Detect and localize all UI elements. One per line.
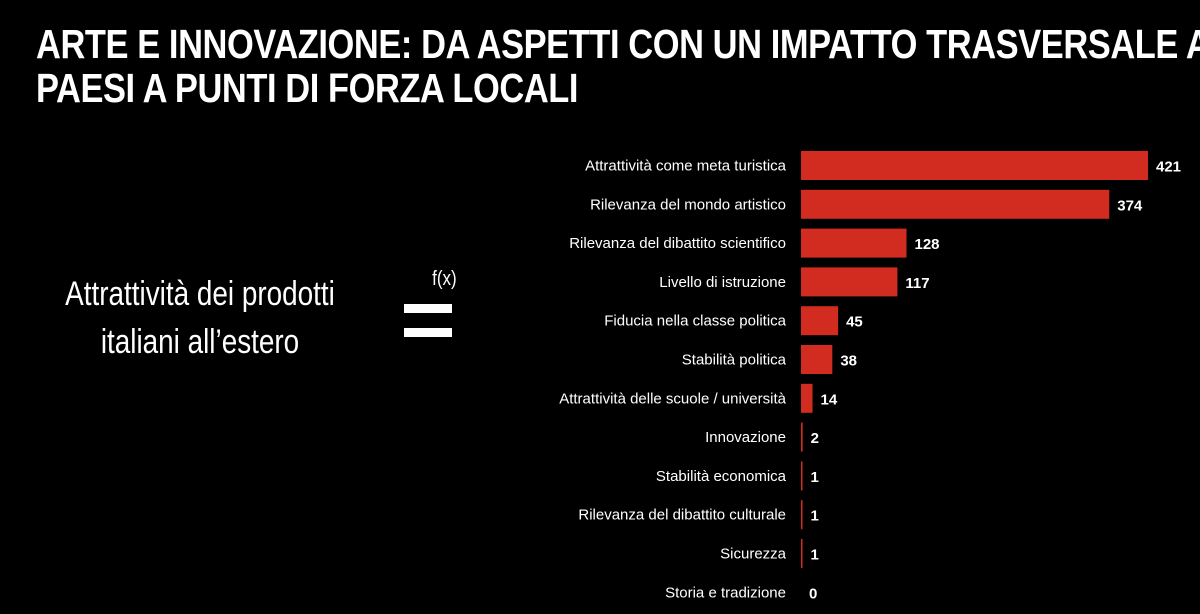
lhs-line-1: Attrattività dei prodotti (65, 275, 335, 313)
bar (801, 500, 803, 530)
category-label: Livello di istruzione (659, 274, 786, 291)
bar (801, 539, 803, 568)
bar (801, 383, 813, 413)
equation-lhs: Attrattività dei prodotti italiani all’e… (61, 270, 340, 366)
bar (801, 151, 1148, 180)
value-label: 128 (915, 236, 940, 253)
value-label: 45 (846, 314, 863, 331)
lhs-line-2: italiani all’estero (100, 323, 300, 361)
bar (801, 228, 907, 258)
equals-sign-icon (404, 304, 452, 340)
bar (801, 461, 803, 491)
category-label: Rilevanza del mondo artistico (590, 196, 786, 213)
category-label: Stabilità politica (682, 352, 787, 369)
title-line-2: PAESI A PUNTI DI FORZA LOCALI (36, 65, 579, 111)
bar (801, 306, 839, 336)
category-label: Fiducia nella classe politica (604, 313, 786, 330)
category-label: Storia e tradizione (665, 584, 786, 601)
category-label: Rilevanza del dibattito culturale (578, 507, 786, 524)
value-label: 1 (811, 547, 819, 564)
value-label: 421 (1156, 159, 1181, 176)
equals-bar-bottom (404, 328, 452, 337)
bar (801, 422, 803, 452)
bar (801, 267, 898, 297)
value-label: 2 (811, 430, 819, 447)
equals-bar-top (404, 304, 452, 313)
fx-label: f(x) (432, 268, 457, 290)
category-label: Attrattività delle scuole / università (559, 390, 786, 407)
value-label: 38 (840, 353, 857, 370)
category-label: Sicurezza (720, 546, 787, 563)
bar (801, 345, 833, 374)
bar (801, 189, 1110, 219)
value-label: 0 (809, 585, 817, 602)
category-label: Attrattività come meta turistica (585, 158, 787, 175)
value-label: 1 (811, 508, 819, 525)
value-label: 14 (821, 391, 838, 408)
category-label: Stabilità economica (656, 468, 787, 485)
value-label: 117 (905, 275, 929, 292)
category-label: Rilevanza del dibattito scientifico (569, 235, 786, 252)
value-label: 1 (811, 469, 819, 486)
category-label: Innovazione (705, 429, 786, 446)
value-label: 374 (1117, 197, 1143, 214)
